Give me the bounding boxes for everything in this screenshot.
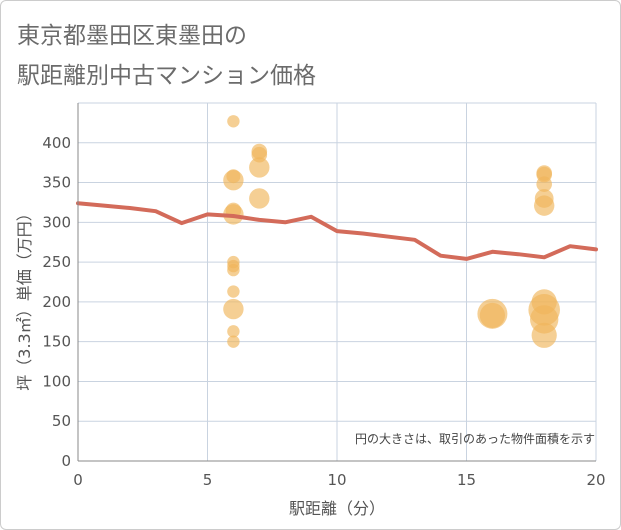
chart-title-line-1: 東京都墨田区東墨田の (17, 23, 247, 49)
bubble-point (227, 325, 240, 338)
bubble-point (227, 263, 240, 277)
bubble-point (227, 285, 240, 298)
y-tick-label: 0 (61, 452, 71, 470)
y-tick-label: 150 (42, 333, 71, 351)
trend-layer (76, 201, 598, 261)
x-tick-label: 20 (586, 471, 605, 489)
y-tick-label: 100 (42, 372, 71, 390)
y-tick-label: 300 (42, 213, 71, 231)
x-tick-label: 15 (457, 471, 476, 489)
y-tick-label: 50 (52, 412, 71, 430)
y-axis-title: 坪（3.3㎡）単価（万円） (15, 205, 34, 390)
y-tick-label: 350 (42, 174, 71, 192)
bubble-point (227, 115, 240, 128)
bubble-point (249, 188, 270, 209)
bubble-point (223, 298, 244, 320)
x-tick-label: 10 (327, 471, 346, 489)
y-tick-label: 400 (42, 134, 71, 152)
y-tick-label: 250 (42, 253, 71, 271)
bubble-point (249, 157, 270, 178)
x-tick-label: 5 (203, 471, 213, 489)
y-tick-label: 200 (42, 293, 71, 311)
bubble-point (531, 322, 557, 348)
x-axis-title: 駅距離（分） (289, 499, 385, 518)
bubble-point (227, 335, 240, 348)
bubble-point (223, 169, 244, 191)
average-price-line (76, 201, 598, 261)
x-tick-label: 0 (73, 471, 83, 489)
axes: 0 50 100 150 200 250 300 350 400 0 5 10 15 20 (42, 103, 606, 489)
bubble-point (534, 195, 555, 216)
bubble-size-note: 円の大きさは、取引のあった物件面積を示す (355, 431, 595, 446)
bubble-layer (223, 115, 560, 348)
chart-title-line-2: 駅距離別中古マンション価格 (17, 63, 316, 89)
bubble-point (479, 302, 505, 329)
grid (78, 102, 597, 461)
bubble-point (536, 176, 552, 192)
